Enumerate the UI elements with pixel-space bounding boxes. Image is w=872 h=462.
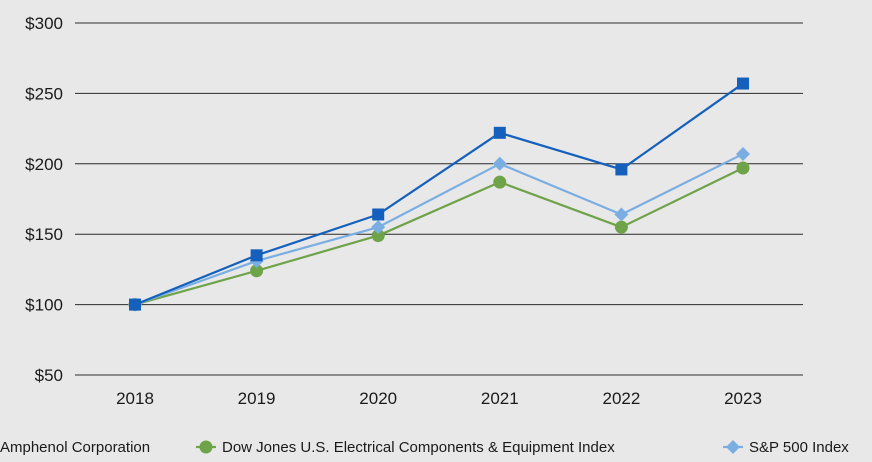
x-axis-tick-labels: 2018 2019 2020 2021 2022 2023 (116, 389, 762, 408)
data-point-2-2 (371, 220, 386, 235)
legend-item-1: Dow Jones U.S. Electrical Components & E… (196, 439, 615, 456)
data-point-1-1 (250, 264, 264, 278)
data-point-0-2 (372, 208, 385, 221)
data-point-1-3 (493, 175, 507, 189)
data-point-2-3 (492, 156, 507, 171)
data-point-1-4 (614, 220, 628, 234)
legend-marker (726, 440, 740, 454)
gridlines (75, 22, 803, 376)
series-markers (128, 77, 750, 312)
series-lines (134, 82, 744, 306)
data-point-2-4 (614, 207, 629, 222)
y-tick-label: $100 (25, 296, 63, 315)
x-tick-label: 2019 (238, 389, 276, 408)
legend-label: S&P 500 Index (749, 439, 849, 456)
data-point-0-4 (615, 163, 628, 176)
series-line-0 (134, 82, 744, 306)
y-tick-label: $200 (25, 155, 63, 174)
y-tick-label: $250 (25, 84, 63, 103)
legend: Amphenol Corporation Dow Jones U.S. Elect… (0, 439, 849, 456)
legend-item-2: S&P 500 Index (723, 439, 849, 456)
x-tick-label: 2018 (116, 389, 154, 408)
legend-item-0: Amphenol Corporation (0, 439, 150, 456)
y-tick-label: $300 (25, 14, 63, 33)
y-axis-tick-labels: $50 $100 $150 $200 $250 $300 (25, 14, 63, 385)
x-tick-label: 2020 (359, 389, 397, 408)
y-tick-label: $50 (35, 366, 63, 385)
legend-label: Amphenol Corporation (0, 439, 150, 456)
data-point-0-0 (129, 298, 141, 311)
x-tick-label: 2023 (724, 389, 762, 408)
data-point-0-1 (250, 249, 263, 262)
data-point-0-5 (737, 77, 749, 90)
series-line-2 (134, 152, 744, 306)
series-line-1 (134, 167, 744, 306)
data-point-1-5 (736, 161, 750, 175)
data-point-1-2 (371, 229, 385, 243)
y-tick-label: $150 (25, 225, 63, 244)
x-tick-label: 2022 (602, 389, 640, 408)
x-tick-label: 2021 (481, 389, 519, 408)
legend-marker (199, 440, 213, 454)
data-point-2-5 (736, 146, 750, 161)
legend-label: Dow Jones U.S. Electrical Components & E… (222, 439, 615, 456)
data-point-0-3 (493, 126, 506, 139)
